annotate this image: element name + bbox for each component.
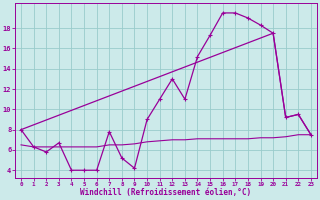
- X-axis label: Windchill (Refroidissement éolien,°C): Windchill (Refroidissement éolien,°C): [80, 188, 252, 197]
